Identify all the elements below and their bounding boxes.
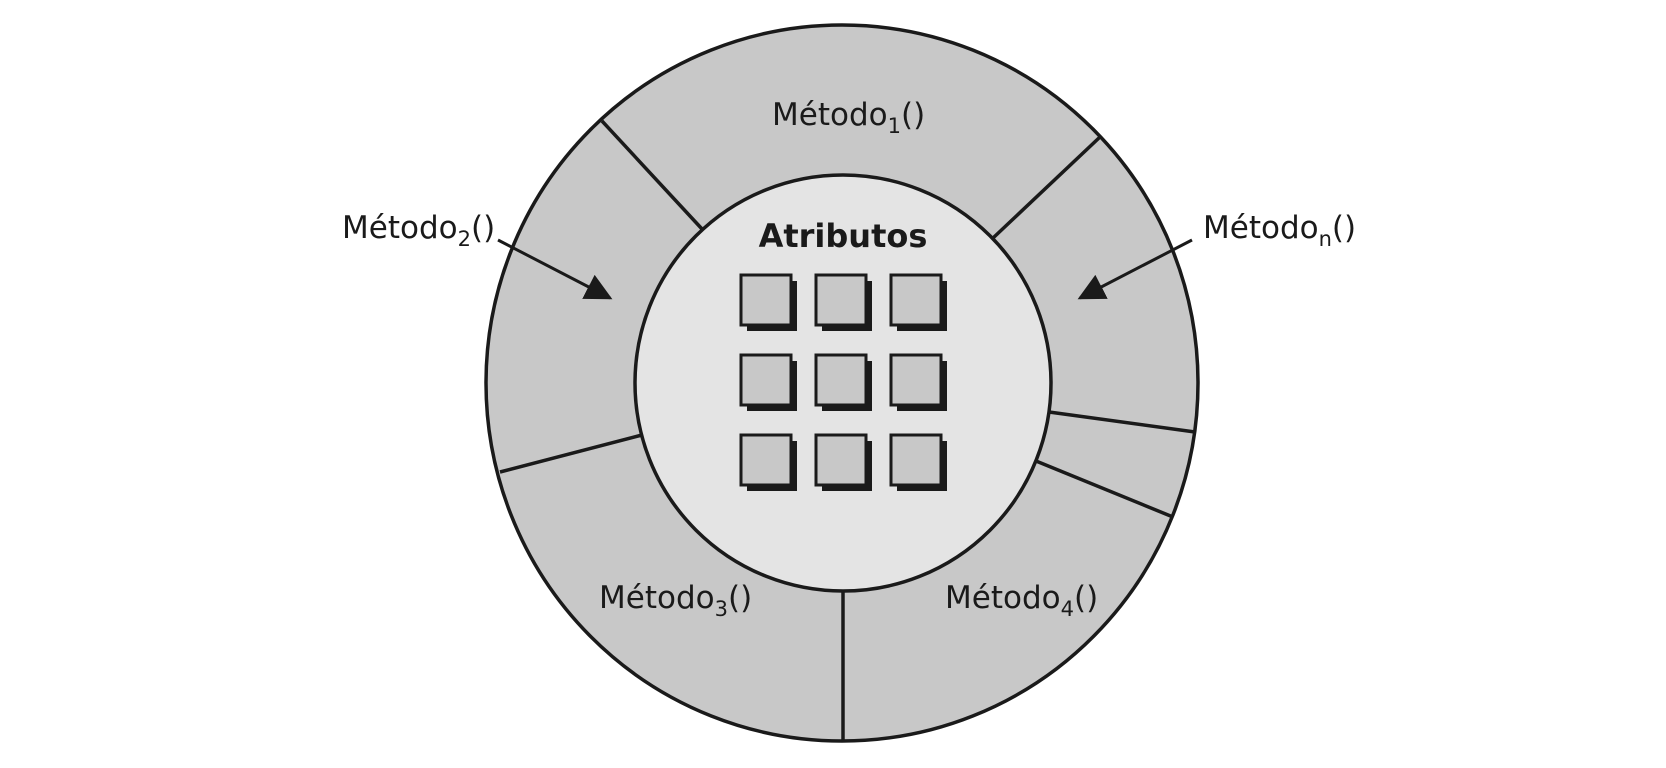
- method-4-label: Método4(): [945, 580, 1098, 621]
- attribute-box: [814, 433, 872, 491]
- divider-top-left: [600, 119, 704, 231]
- attribute-box: [889, 273, 947, 331]
- divider-left: [499, 433, 643, 474]
- method-2-arrow: [497, 238, 613, 300]
- method-1-label: Método1(): [772, 97, 925, 138]
- method-n-base: Método: [1203, 210, 1319, 246]
- method-4-suffix: (): [1074, 580, 1098, 616]
- attribute-box: [889, 433, 947, 491]
- attribute-box: [739, 433, 797, 491]
- method-3-label: Método3(): [599, 580, 752, 621]
- divider-right-lower: [1035, 459, 1174, 519]
- attribute-box: [739, 353, 797, 411]
- attributes-title: Atributos: [759, 217, 928, 255]
- method-n-label: Métodon(): [1203, 210, 1356, 251]
- method-1-subscript: 1: [888, 114, 901, 138]
- attribute-box-face: [739, 273, 793, 327]
- attribute-box: [739, 273, 797, 331]
- method-3-suffix: (): [728, 580, 752, 616]
- method-dividers: [499, 119, 1196, 740]
- attribute-grid: [739, 273, 947, 491]
- method-n-subscript: n: [1319, 227, 1332, 251]
- method-2-base: Método: [342, 210, 458, 246]
- attribute-box-face: [814, 433, 868, 487]
- method-2-subscript: 2: [458, 227, 471, 251]
- method-2-suffix: (): [471, 210, 495, 246]
- attribute-box-face: [739, 353, 793, 407]
- attribute-box-face: [889, 353, 943, 407]
- method-2-label: Método2(): [342, 210, 495, 251]
- divider-top-right: [991, 135, 1102, 240]
- attribute-box: [814, 353, 872, 411]
- attribute-box: [889, 353, 947, 411]
- method-3-base: Método: [599, 580, 715, 616]
- divider-right-upper: [1048, 410, 1196, 434]
- method-4-base: Método: [945, 580, 1061, 616]
- method-n-suffix: (): [1332, 210, 1356, 246]
- attribute-box-face: [889, 273, 943, 327]
- method-n-arrow: [1077, 238, 1193, 300]
- method-4-subscript: 4: [1061, 597, 1074, 621]
- attribute-box-face: [889, 433, 943, 487]
- attribute-box-face: [739, 433, 793, 487]
- method-1-base: Método: [772, 97, 888, 133]
- method-1-suffix: (): [901, 97, 925, 133]
- method-3-subscript: 3: [715, 597, 728, 621]
- attribute-box-face: [814, 353, 868, 407]
- attribute-box: [814, 273, 872, 331]
- attribute-box-face: [814, 273, 868, 327]
